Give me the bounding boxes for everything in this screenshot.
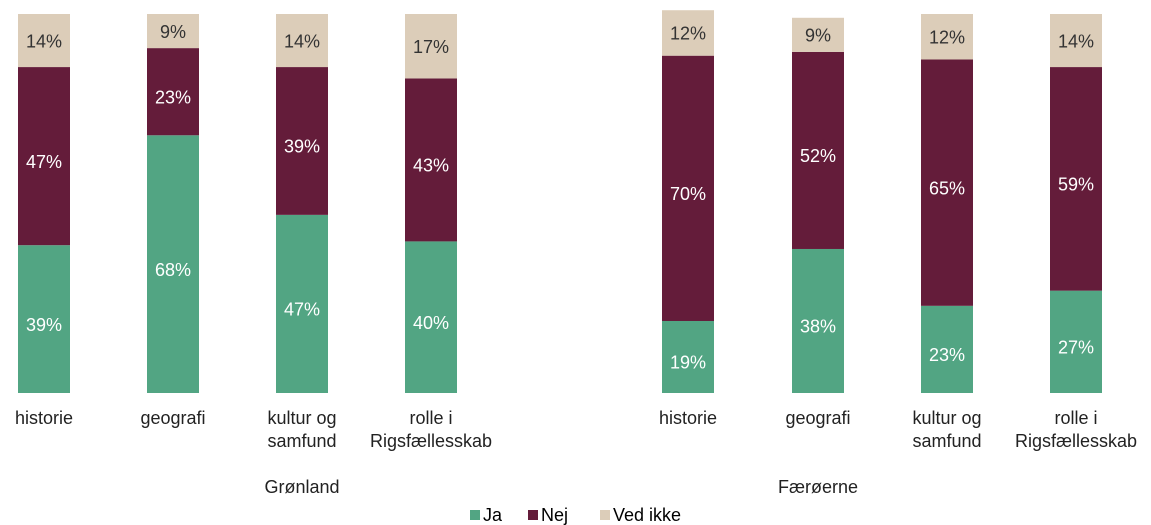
- bar-segment: [921, 59, 973, 306]
- value-label: 9%: [160, 22, 186, 42]
- value-label: 52%: [800, 146, 836, 166]
- value-label: 12%: [670, 24, 706, 44]
- legend-swatch: [528, 510, 538, 520]
- value-label: 14%: [284, 31, 320, 51]
- value-label: 39%: [284, 137, 320, 157]
- bar-segment: [921, 305, 973, 393]
- bar-segment: [18, 67, 70, 246]
- group-label: Grønland: [264, 477, 340, 497]
- bar-segment: [662, 320, 714, 393]
- legend-swatch: [600, 510, 610, 520]
- value-label: 9%: [805, 26, 831, 46]
- value-label: 23%: [929, 345, 965, 365]
- bar-segment: [276, 214, 328, 393]
- value-label: 27%: [1058, 338, 1094, 358]
- x-tick-label: geografi: [140, 408, 206, 428]
- value-label: 17%: [413, 37, 449, 57]
- value-label: 59%: [1058, 175, 1094, 195]
- bar-segment: [1050, 67, 1102, 291]
- bar-segment: [18, 245, 70, 393]
- bar-segment: [147, 14, 199, 49]
- value-label: 47%: [26, 152, 62, 172]
- value-label: 23%: [155, 87, 191, 107]
- x-tick-label: kultur og samfund: [912, 408, 982, 451]
- bar-segment: [276, 67, 328, 215]
- value-label: 47%: [284, 300, 320, 320]
- group-label: Færøerne: [777, 477, 858, 497]
- x-tick-label: rolle i Rigsfællesskab: [369, 408, 493, 451]
- bar-segment: [792, 248, 844, 393]
- value-label: 19%: [670, 353, 706, 373]
- bar-segment: [1050, 14, 1102, 68]
- bar-segment: [405, 14, 457, 79]
- x-tick-label: kultur og samfund: [267, 408, 337, 451]
- value-label: 14%: [26, 31, 62, 51]
- legend-swatch: [470, 510, 480, 520]
- bar-segment: [921, 14, 973, 60]
- bar-segment: [18, 14, 70, 68]
- bar-segment: [1050, 290, 1102, 393]
- x-tick-label: historie: [14, 408, 74, 428]
- value-label: 65%: [929, 178, 965, 198]
- bar-segment: [792, 17, 844, 52]
- x-tick-label: historie: [658, 408, 718, 428]
- legend-label: Nej: [541, 505, 568, 525]
- value-label: 39%: [26, 315, 62, 335]
- bar-segment: [147, 135, 199, 393]
- bar-segment: [792, 51, 844, 249]
- bar-segment: [147, 48, 199, 136]
- legend-label: Ved ikke: [613, 505, 681, 525]
- bar-segment: [405, 241, 457, 393]
- value-label: 68%: [155, 260, 191, 280]
- bar-segment: [662, 55, 714, 321]
- value-label: 40%: [413, 313, 449, 333]
- x-tick-label: geografi: [785, 408, 851, 428]
- value-label: 14%: [1058, 31, 1094, 51]
- value-label: 70%: [670, 184, 706, 204]
- legend-label: Ja: [483, 505, 503, 525]
- bar-segment: [276, 14, 328, 68]
- value-label: 12%: [929, 27, 965, 47]
- value-label: 43%: [413, 156, 449, 176]
- bar-segment: [405, 78, 457, 242]
- value-label: 38%: [800, 317, 836, 337]
- x-tick-label: rolle i Rigsfællesskab: [1014, 408, 1138, 451]
- bar-segment: [662, 10, 714, 56]
